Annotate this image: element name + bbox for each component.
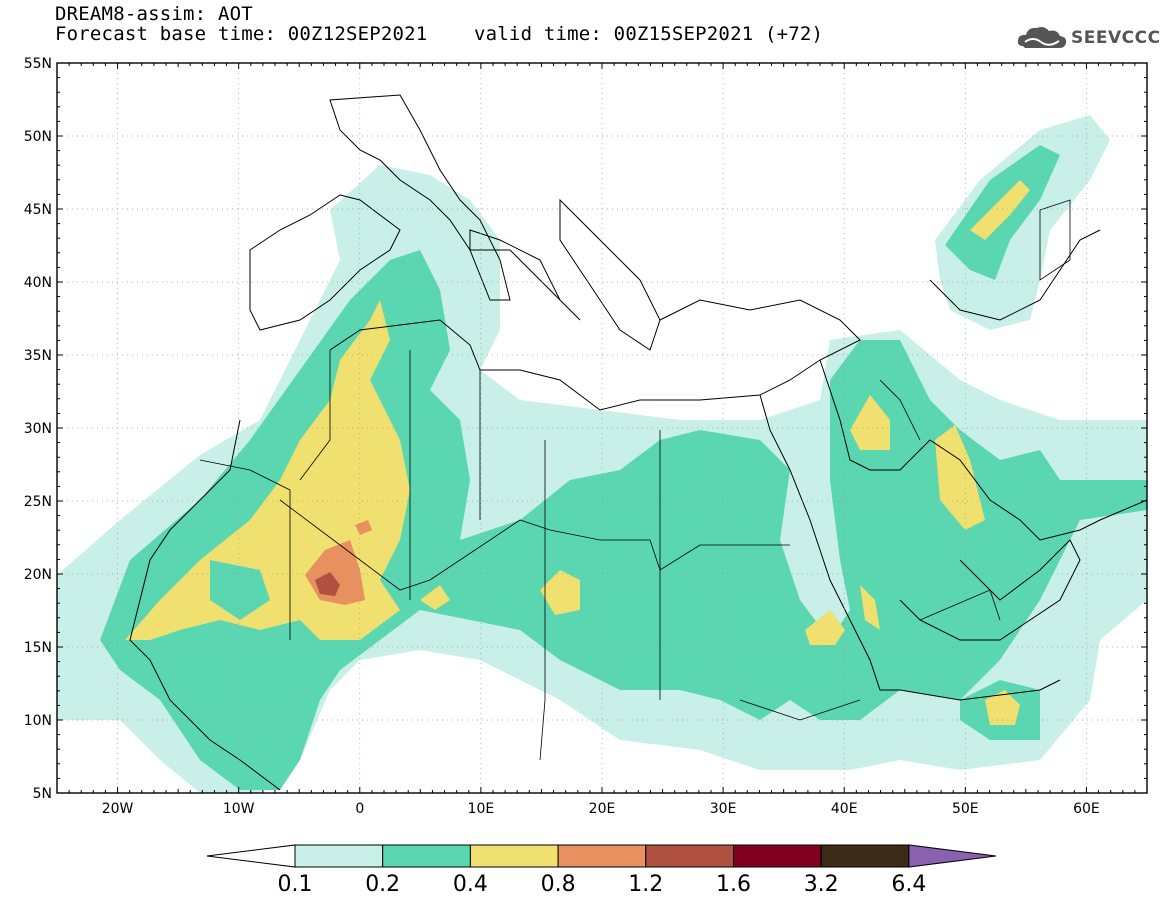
time-line: Forecast base time: 00Z12SEP2021 valid t…	[55, 24, 823, 44]
graticule	[57, 63, 1147, 793]
longitude-axis: 20W 10W 0 10E 20E 30E 40E 50E 60E	[68, 63, 1136, 817]
coastlines	[129, 94, 1147, 791]
plot-header: DREAM8-assim: AOT Forecast base time: 00…	[55, 4, 823, 44]
colorbar-segment	[733, 844, 822, 868]
lat-tick-label: 30N	[24, 421, 52, 437]
logo-text: SEEVCCC	[1071, 28, 1161, 48]
lat-tick-label: 15N	[24, 640, 52, 656]
colorbar-segment	[820, 844, 910, 868]
base-time: Forecast base time: 00Z12SEP2021	[55, 23, 428, 45]
lat-tick-label: 25N	[24, 494, 52, 510]
latitude-axis: 55N 50N 45N 40N 35N 30N 25N 20N 15N 10N 5N	[24, 56, 1147, 802]
colorbar-label: 0.8	[541, 872, 576, 897]
colorbar-label: 0.2	[365, 872, 400, 897]
lat-tick-label: 40N	[24, 275, 52, 291]
valid-time: valid time: 00Z15SEP2021 (+72)	[474, 23, 824, 45]
lon-tick-label: 20W	[102, 801, 134, 817]
seevccc-logo: SEEVCCC	[1015, 22, 1160, 56]
country-borders	[199, 199, 1071, 761]
lat-tick-label: 5N	[33, 786, 52, 802]
colorbar: 0.1 0.2 0.4 0.8 1.2 1.6 3.2 6.4	[206, 844, 996, 897]
colorbar-label: 0.4	[453, 872, 488, 897]
colorbar-segment	[382, 844, 471, 868]
lon-tick-label: 20E	[589, 801, 616, 817]
lat-tick-label: 35N	[24, 348, 52, 364]
lon-tick-label: 40E	[831, 801, 858, 817]
lat-tick-label: 55N	[24, 56, 52, 72]
plot-title: DREAM8-assim: AOT	[55, 3, 253, 25]
lon-tick-label: 50E	[952, 801, 979, 817]
aot-level-1.2	[315, 572, 340, 596]
colorbar-label: 3.2	[804, 872, 839, 897]
lat-tick-label: 10N	[24, 713, 52, 729]
colorbar-label: 1.2	[628, 872, 663, 897]
colorbar-segment	[469, 844, 559, 868]
colorbar-label: 0.1	[278, 872, 313, 897]
colorbar-segment	[645, 844, 734, 868]
colorbar-over-triangle	[908, 844, 996, 868]
lon-tick-label: 10E	[468, 801, 495, 817]
colorbar-label: 1.6	[716, 872, 751, 897]
lon-tick-label: 60E	[1073, 801, 1100, 817]
colorbar-label: 6.4	[891, 872, 926, 897]
lat-tick-label: 50N	[24, 129, 52, 145]
lon-tick-label: 30E	[710, 801, 737, 817]
colorbar-under-triangle	[206, 844, 296, 868]
lat-tick-label: 20N	[24, 567, 52, 583]
lon-tick-label: 0	[355, 801, 364, 817]
lon-tick-label: 10W	[223, 801, 255, 817]
colorbar-segment	[294, 844, 384, 868]
cloud-logo-icon	[1017, 27, 1067, 48]
lat-tick-label: 45N	[24, 202, 52, 218]
colorbar-segment	[557, 844, 647, 868]
